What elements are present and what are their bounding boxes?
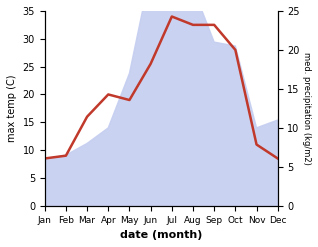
Y-axis label: max temp (C): max temp (C) [7, 75, 17, 142]
Y-axis label: med. precipitation (kg/m2): med. precipitation (kg/m2) [302, 52, 311, 165]
X-axis label: date (month): date (month) [120, 230, 203, 240]
